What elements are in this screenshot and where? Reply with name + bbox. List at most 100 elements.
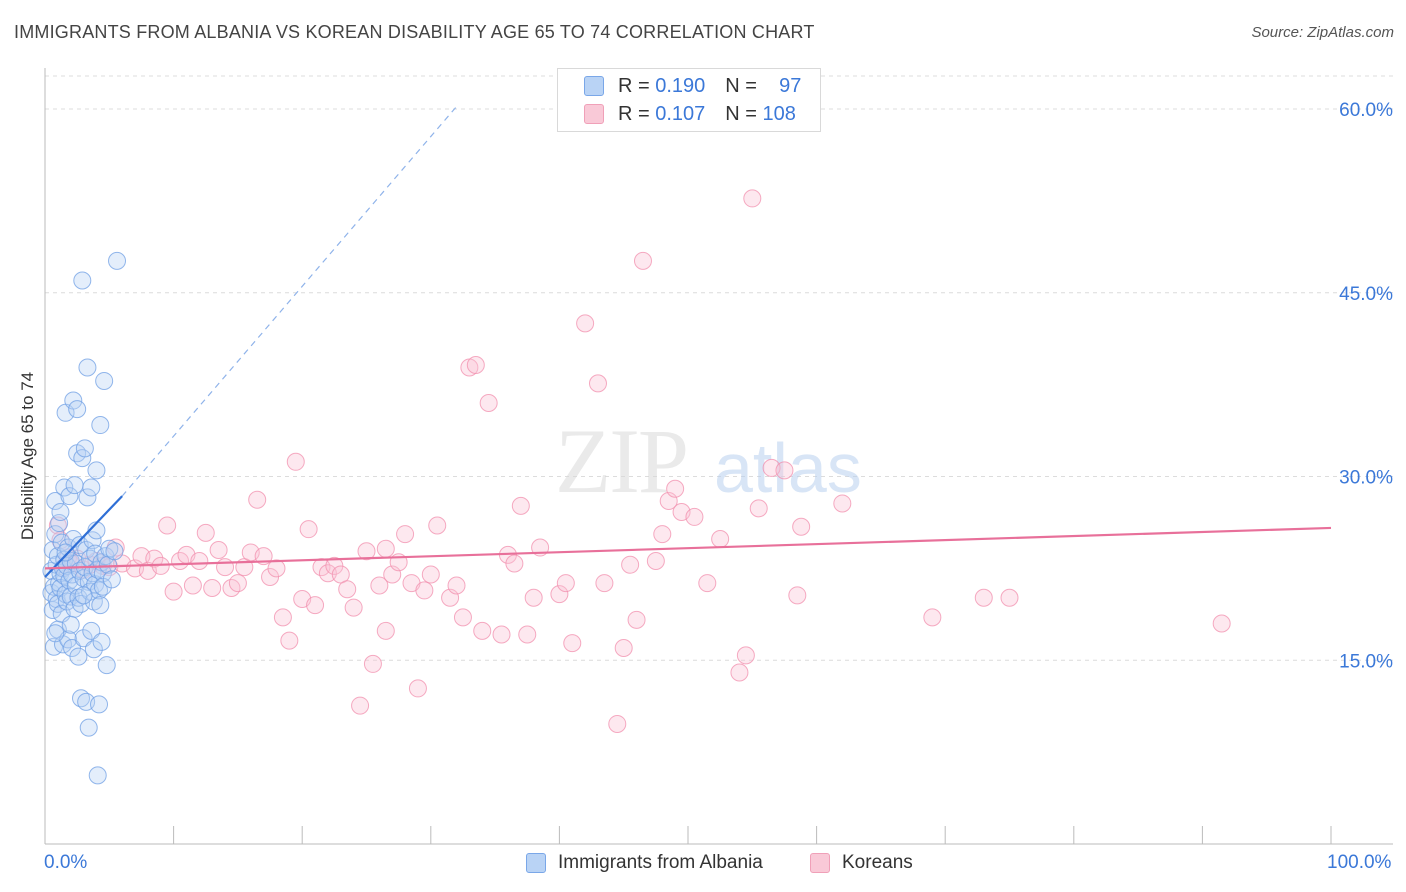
correlation-legend: R = 0.190 N = 97 R = 0.107 N = 108	[557, 68, 821, 132]
koreans-point	[647, 553, 664, 570]
koreans-point	[596, 575, 613, 592]
koreans-point	[699, 575, 716, 592]
albania-point	[106, 543, 123, 560]
albania-swatch	[584, 76, 604, 96]
koreans-point	[744, 190, 761, 207]
albania-point	[83, 479, 100, 496]
legend-item-koreans[interactable]: Koreans	[810, 852, 913, 874]
koreans-point	[467, 357, 484, 374]
koreans-point	[615, 640, 632, 657]
koreans-point	[667, 480, 684, 497]
albania-point	[103, 571, 120, 588]
koreans-point	[564, 635, 581, 652]
koreans-point	[975, 589, 992, 606]
albania-point	[79, 359, 96, 376]
koreans-point	[429, 517, 446, 534]
koreans-point	[750, 500, 767, 517]
koreans-point	[165, 583, 182, 600]
koreans-point	[210, 542, 227, 559]
koreans-point	[776, 462, 793, 479]
koreans-point	[345, 599, 362, 616]
koreans-point	[159, 517, 176, 534]
koreans-point	[422, 566, 439, 583]
koreans-point	[352, 697, 369, 714]
n-label: N =	[725, 103, 757, 126]
koreans-point	[557, 575, 574, 592]
albania-point	[92, 597, 109, 614]
koreans-point	[474, 622, 491, 639]
koreans-point	[249, 491, 266, 508]
koreans-point	[512, 497, 529, 514]
albania-point	[52, 504, 69, 521]
koreans-point	[204, 579, 221, 596]
legend-row-albania: R = 0.190 N = 97	[584, 75, 801, 97]
koreans-point	[197, 524, 214, 541]
koreans-point	[686, 508, 703, 525]
albania-point	[70, 648, 87, 665]
koreans-point	[377, 622, 394, 639]
koreans-point	[364, 655, 381, 672]
koreans-point	[409, 680, 426, 697]
koreans-point	[268, 560, 285, 577]
scatter-chart: ZIP atlas 15.0%30.0%45.0%60.0%	[0, 0, 1406, 892]
koreans-point	[628, 611, 645, 628]
koreans-point	[300, 521, 317, 538]
koreans-point	[339, 581, 356, 598]
albania-point	[69, 401, 86, 418]
koreans-point	[789, 587, 806, 604]
koreans-point	[519, 626, 536, 643]
albania-point	[80, 719, 97, 736]
koreans-point	[1001, 589, 1018, 606]
albania-point	[74, 272, 91, 289]
albania-point	[92, 417, 109, 434]
watermark: ZIP atlas	[555, 410, 862, 512]
n-label: N =	[725, 75, 757, 98]
koreans-point	[493, 626, 510, 643]
n-value-koreans: 108	[763, 103, 796, 126]
koreans-point	[217, 559, 234, 576]
r-value-koreans: 0.107	[655, 103, 719, 126]
y-tick-label: 15.0%	[1339, 651, 1393, 672]
koreans-point	[731, 664, 748, 681]
albania-point	[96, 372, 113, 389]
koreans-point	[793, 518, 810, 535]
n-value-albania: 97	[779, 75, 801, 98]
koreans-point	[397, 526, 414, 543]
y-tick-label: 30.0%	[1339, 468, 1393, 489]
koreans-point	[274, 609, 291, 626]
albania-point	[109, 252, 126, 269]
albania-point	[93, 633, 110, 650]
koreans-point	[924, 609, 941, 626]
koreans-point	[480, 395, 497, 412]
koreans-point	[737, 647, 754, 664]
r-label: R =	[618, 103, 650, 126]
albania-legend-label: Immigrants from Albania	[558, 852, 763, 874]
albania-point	[57, 544, 74, 561]
koreans-point	[416, 582, 433, 599]
koreans-point	[307, 597, 324, 614]
albania-point	[88, 462, 105, 479]
y-tick-label: 45.0%	[1339, 284, 1393, 305]
albania-point	[76, 440, 93, 457]
albania-point	[98, 657, 115, 674]
albania-point	[89, 767, 106, 784]
koreans-point	[1213, 615, 1230, 632]
koreans-point	[589, 375, 606, 392]
koreans-point	[506, 555, 523, 572]
koreans-legend-label: Koreans	[842, 852, 913, 874]
koreans-swatch	[584, 104, 604, 124]
koreans-point	[525, 589, 542, 606]
koreans-point	[191, 553, 208, 570]
albania-point	[66, 477, 83, 494]
koreans-point	[634, 252, 651, 269]
legend-item-albania[interactable]: Immigrants from Albania	[526, 852, 763, 874]
albania-points	[43, 252, 126, 784]
koreans-point	[577, 315, 594, 332]
koreans-legend-swatch	[810, 853, 830, 873]
r-label: R =	[618, 75, 650, 98]
albania-point	[75, 587, 92, 604]
albania-point	[47, 625, 64, 642]
legend-row-koreans: R = 0.107 N = 108	[584, 103, 796, 125]
koreans-point	[229, 575, 246, 592]
koreans-point	[834, 495, 851, 512]
